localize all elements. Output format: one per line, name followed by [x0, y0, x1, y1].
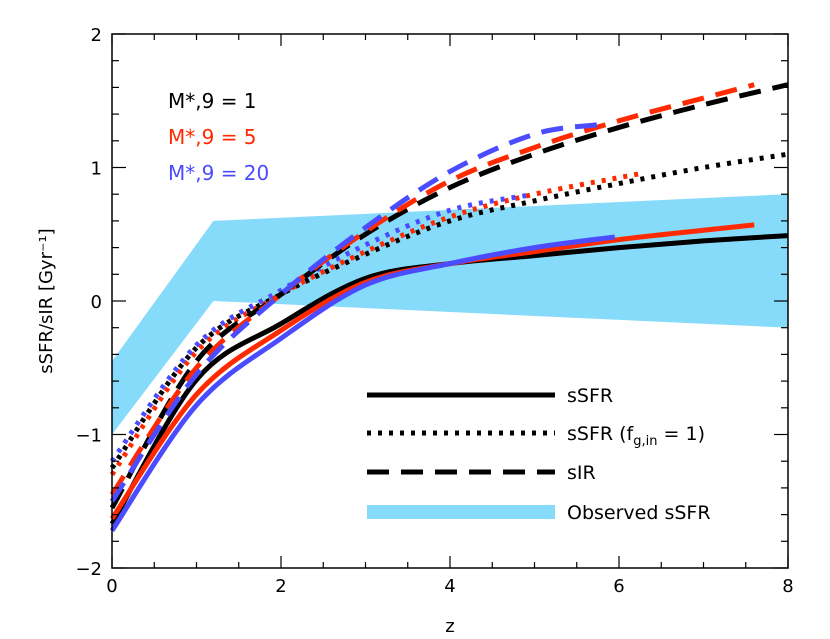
legend-label: sSFR	[567, 385, 613, 407]
legend-label: Observed sSFR	[567, 502, 711, 524]
observed-ssfr-band	[112, 194, 788, 435]
x-tick-label: 6	[613, 576, 624, 597]
y-tick-label: −1	[75, 426, 102, 447]
y-tick-label: 2	[91, 25, 102, 46]
mass-label-20: M*,9 = 20	[168, 161, 269, 185]
series-dashed-mass-20	[109, 122, 599, 503]
x-axis-label: z	[445, 616, 454, 637]
y-tick-label: −2	[75, 559, 102, 580]
x-tick-label: 4	[444, 576, 455, 597]
x-tick-label: 8	[782, 576, 793, 597]
series-dashed-mass-5	[109, 82, 755, 496]
series-solid-mass-20	[109, 234, 616, 533]
mass-label-1: M*,9 = 1	[168, 89, 257, 113]
legend-label: sSFR (fg,in = 1)	[567, 423, 705, 449]
y-axis-label: sSFR/sIR [Gyr⁻¹]	[36, 228, 57, 373]
series-dotted-mass-20	[109, 193, 527, 463]
legend-swatch-band	[367, 505, 555, 519]
y-tick-label: 1	[91, 159, 102, 180]
series-dashed-mass-1	[109, 82, 789, 510]
y-tick-label: 0	[91, 292, 102, 313]
series-dotted-mass-1	[109, 151, 789, 470]
x-tick-label: 0	[106, 576, 117, 597]
legend-label: sIR	[567, 462, 596, 484]
x-tick-label: 2	[275, 576, 286, 597]
mass-label-5: M*,9 = 5	[168, 125, 257, 149]
series-dotted-mass-5	[109, 170, 645, 476]
